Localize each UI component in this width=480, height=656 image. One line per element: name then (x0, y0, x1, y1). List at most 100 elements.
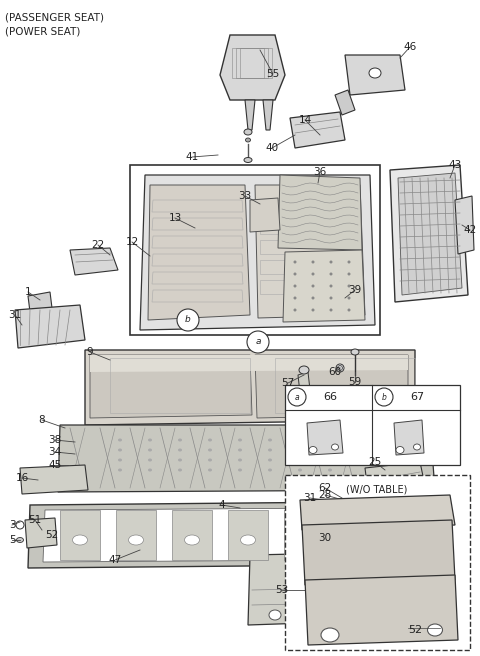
Polygon shape (283, 250, 365, 322)
Text: 47: 47 (108, 555, 121, 565)
Polygon shape (140, 175, 375, 330)
Ellipse shape (208, 468, 212, 472)
Polygon shape (305, 575, 458, 645)
Bar (285, 385, 460, 465)
Text: b: b (185, 316, 191, 325)
Ellipse shape (329, 285, 333, 287)
Ellipse shape (293, 308, 297, 312)
Ellipse shape (148, 468, 152, 472)
Ellipse shape (208, 438, 212, 441)
Polygon shape (248, 552, 395, 625)
Polygon shape (300, 495, 455, 530)
Ellipse shape (298, 438, 302, 441)
Ellipse shape (336, 364, 344, 372)
Ellipse shape (244, 157, 252, 163)
Text: 52: 52 (46, 530, 59, 540)
Polygon shape (345, 55, 405, 95)
Ellipse shape (178, 459, 182, 462)
Ellipse shape (244, 129, 252, 135)
Ellipse shape (359, 607, 371, 617)
Ellipse shape (72, 535, 87, 545)
Ellipse shape (268, 449, 272, 451)
Polygon shape (255, 355, 408, 418)
Ellipse shape (118, 468, 122, 472)
Text: 36: 36 (313, 167, 326, 177)
Text: (POWER SEAT): (POWER SEAT) (5, 26, 80, 36)
Ellipse shape (148, 438, 152, 441)
Ellipse shape (178, 468, 182, 472)
Polygon shape (148, 185, 250, 320)
Ellipse shape (396, 447, 404, 453)
Ellipse shape (297, 535, 312, 545)
Text: b: b (382, 392, 386, 401)
Polygon shape (90, 355, 408, 372)
Polygon shape (284, 510, 324, 560)
Ellipse shape (309, 447, 317, 453)
Ellipse shape (178, 438, 182, 441)
Text: 13: 13 (168, 213, 181, 223)
Polygon shape (25, 518, 57, 548)
Polygon shape (228, 510, 268, 560)
Ellipse shape (428, 624, 443, 636)
Polygon shape (20, 465, 88, 494)
Text: 4: 4 (219, 500, 225, 510)
Text: 67: 67 (410, 392, 424, 402)
Ellipse shape (312, 308, 314, 312)
Text: 8: 8 (39, 415, 45, 425)
Polygon shape (245, 100, 255, 130)
Polygon shape (394, 420, 424, 455)
Ellipse shape (240, 535, 255, 545)
Text: 9: 9 (87, 347, 93, 357)
Text: 62: 62 (318, 483, 332, 493)
Ellipse shape (332, 444, 338, 450)
Polygon shape (365, 462, 428, 508)
Ellipse shape (348, 308, 350, 312)
Text: 39: 39 (348, 285, 361, 295)
Text: 5: 5 (9, 535, 15, 545)
Polygon shape (330, 488, 357, 512)
Polygon shape (398, 173, 462, 295)
Text: (PASSENGER SEAT): (PASSENGER SEAT) (5, 12, 104, 22)
Text: 33: 33 (239, 191, 252, 201)
Polygon shape (250, 198, 280, 232)
Circle shape (247, 331, 269, 353)
Polygon shape (28, 292, 52, 312)
Ellipse shape (118, 438, 122, 441)
Ellipse shape (293, 260, 297, 264)
Ellipse shape (293, 272, 297, 276)
Polygon shape (455, 196, 474, 254)
Polygon shape (60, 510, 100, 560)
Text: 38: 38 (48, 435, 61, 445)
Ellipse shape (293, 285, 297, 287)
Text: 16: 16 (15, 473, 29, 483)
Ellipse shape (299, 366, 309, 374)
Ellipse shape (328, 449, 332, 451)
Text: 59: 59 (348, 377, 361, 387)
Polygon shape (172, 510, 212, 560)
Text: 53: 53 (276, 585, 288, 595)
Ellipse shape (348, 285, 350, 287)
Ellipse shape (268, 438, 272, 441)
Text: a: a (295, 392, 300, 401)
Ellipse shape (129, 535, 144, 545)
Text: 55: 55 (266, 69, 280, 79)
Ellipse shape (238, 459, 242, 462)
Text: 28: 28 (318, 490, 332, 500)
Ellipse shape (148, 459, 152, 462)
Ellipse shape (148, 449, 152, 451)
Text: 66: 66 (323, 392, 337, 402)
Text: 3: 3 (9, 520, 15, 530)
Text: 60: 60 (328, 367, 342, 377)
Ellipse shape (293, 297, 297, 300)
Polygon shape (70, 248, 118, 275)
Text: 31: 31 (303, 493, 317, 503)
Text: 25: 25 (368, 457, 382, 467)
Ellipse shape (238, 449, 242, 451)
Bar (285, 475, 470, 650)
Ellipse shape (329, 272, 333, 276)
Ellipse shape (118, 449, 122, 451)
Polygon shape (28, 502, 358, 568)
Ellipse shape (312, 297, 314, 300)
Polygon shape (390, 165, 468, 302)
Polygon shape (85, 350, 415, 425)
